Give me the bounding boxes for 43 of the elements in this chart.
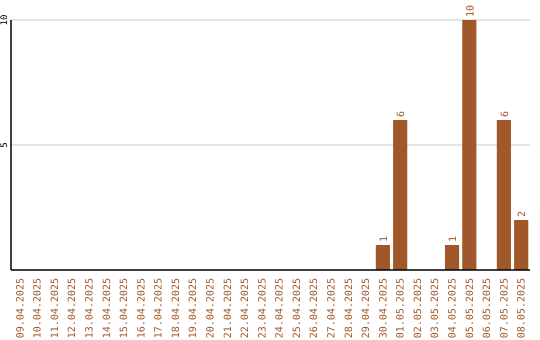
x-tick-label: 26.04.2025	[309, 278, 320, 338]
x-tick-label: 20.04.2025	[205, 278, 216, 338]
x-tick-label: 08.05.2025	[516, 278, 528, 338]
x-tick-label: 05.05.2025	[464, 278, 476, 338]
x-tick-label: 04.05.2025	[448, 278, 459, 338]
bar	[462, 20, 476, 270]
bar	[376, 245, 390, 270]
x-tick-label: 11.04.2025	[50, 278, 61, 338]
x-tick-label: 30.04.2025	[378, 278, 390, 338]
x-tick-label: 01.05.2025	[396, 278, 407, 338]
x-tick-label: 14.04.2025	[102, 278, 113, 338]
x-tick-label: 18.04.2025	[170, 278, 182, 338]
data-label: 10	[465, 4, 476, 17]
x-tick-label: 19.04.2025	[188, 278, 200, 338]
x-tick-label: 28.04.2025	[344, 278, 355, 338]
x-tick-label: 21.04.2025	[222, 278, 234, 338]
x-tick-label: 27.04.2025	[326, 278, 338, 338]
x-tick-label: 22.04.2025	[240, 278, 252, 338]
data-label: 1	[378, 236, 390, 242]
x-tick-label: 12.04.2025	[67, 278, 78, 338]
x-tick-label: 23.04.2025	[257, 278, 268, 338]
data-label: 2	[517, 210, 528, 217]
x-tick-label: 07.05.2025	[499, 278, 510, 338]
x-tick-label: 24.04.2025	[274, 278, 286, 338]
x-tick-label: 15.04.2025	[119, 278, 130, 338]
bar	[496, 120, 511, 270]
data-label: 6	[500, 110, 511, 117]
x-tick-label: 29.04.2025	[361, 278, 372, 338]
x-tick-label: 25.04.2025	[292, 278, 303, 338]
x-tick-label: 02.05.2025	[412, 278, 424, 338]
y-tick-label: 5	[0, 142, 10, 148]
bar	[393, 120, 408, 270]
x-tick-label: 16.04.2025	[136, 278, 148, 338]
x-tick-label: 17.04.2025	[154, 278, 165, 338]
data-label: 6	[396, 110, 408, 117]
bar	[514, 220, 528, 270]
x-tick-label: 09.04.2025	[15, 278, 26, 338]
x-tick-label: 03.05.2025	[430, 278, 442, 338]
bar	[444, 245, 460, 270]
x-tick-label: 06.05.2025	[482, 278, 494, 338]
data-label: 1	[448, 236, 460, 242]
x-tick-label: 10.04.2025	[32, 278, 44, 338]
x-tick-label: 13.04.2025	[84, 278, 96, 338]
